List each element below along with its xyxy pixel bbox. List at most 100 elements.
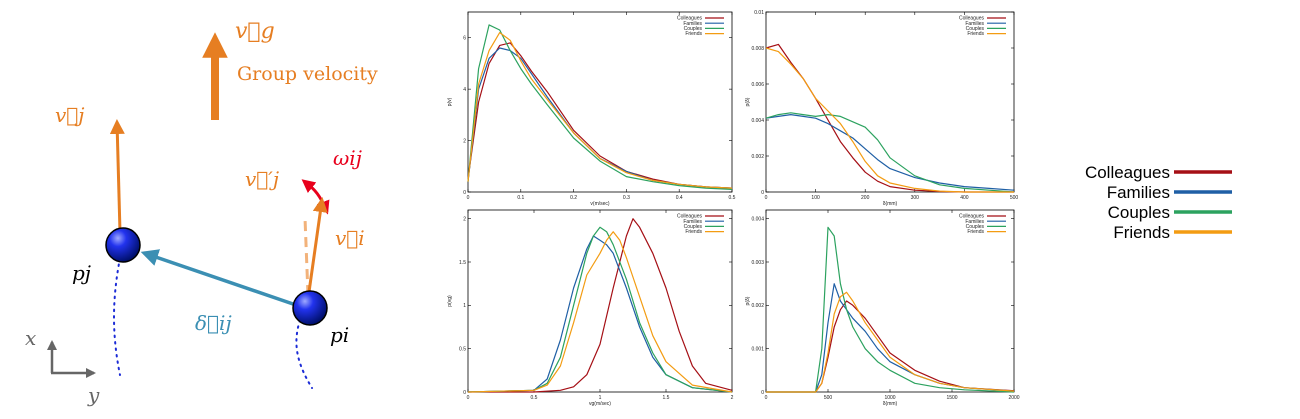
legend-entry-label: Friends bbox=[685, 229, 702, 235]
x-tick-label: 100 bbox=[811, 195, 820, 201]
legend-label-friends: Friends bbox=[1113, 223, 1170, 242]
x-tick-label: 1500 bbox=[946, 395, 957, 401]
group-velocity-symbol: v⃗g bbox=[235, 19, 275, 44]
y-tick-label: 0.002 bbox=[751, 154, 764, 160]
x-tick-label: 0.2 bbox=[570, 195, 577, 201]
legend-entry-label: Families bbox=[683, 21, 702, 27]
plot-3: 0 0.5 1 1.5 2 0 0.5 1 1.5 2 vg(m/sec) p(vg) Colleagu… bbox=[447, 209, 734, 407]
x-tick-label: 0.1 bbox=[517, 195, 524, 201]
y-tick-label: 0.01 bbox=[754, 10, 764, 16]
series-line-colleagues bbox=[467, 42, 733, 189]
x-tick-label: 1 bbox=[599, 395, 602, 401]
y-tick-label: 0.001 bbox=[751, 346, 764, 352]
x-tick-label: 0.5 bbox=[531, 395, 538, 401]
y-tick-label: 0 bbox=[761, 190, 764, 196]
y-tick-label: 4 bbox=[463, 87, 466, 93]
legend-entry-label: Families bbox=[683, 219, 702, 225]
series-line-colleagues bbox=[766, 300, 1015, 393]
x-tick-label: 0.5 bbox=[729, 195, 736, 201]
velocity-j-prime-label: v⃗′j bbox=[245, 167, 279, 191]
legend-entry-label: Friends bbox=[967, 31, 984, 37]
series-line-couples bbox=[765, 112, 1015, 193]
x-axis-label: v(m/sec) bbox=[590, 201, 610, 207]
legend-entry-label: Couples bbox=[966, 224, 985, 230]
x-tick-label: 2000 bbox=[1008, 395, 1019, 401]
plot-frame bbox=[467, 11, 733, 193]
x-tick-label: 2 bbox=[731, 395, 734, 401]
y-tick-label: 0 bbox=[463, 390, 466, 396]
agent-i-label: pi bbox=[330, 323, 349, 347]
x-tick-label: 0 bbox=[467, 195, 470, 201]
legend-entry-label: Couples bbox=[684, 224, 703, 230]
velocity-j-prime-dashed bbox=[303, 217, 310, 296]
series-line-families bbox=[467, 47, 733, 189]
x-tick-label: 0 bbox=[765, 395, 768, 401]
x-tick-label: 0.3 bbox=[623, 195, 630, 201]
legend-entry-label: Colleagues bbox=[677, 16, 703, 22]
plot-frame bbox=[765, 209, 1015, 393]
legend-label-families: Families bbox=[1107, 183, 1170, 202]
series-line-couples bbox=[766, 226, 1015, 393]
y-tick-label: 0.5 bbox=[459, 346, 466, 352]
trajectory-pi bbox=[295, 319, 313, 389]
legend-entry-label: Friends bbox=[685, 31, 702, 37]
series-line-families bbox=[766, 283, 1015, 393]
agent-j-label: pj bbox=[72, 261, 91, 285]
legend-entry-label: Colleagues bbox=[959, 16, 985, 22]
series-line-families bbox=[467, 235, 733, 393]
y-tick-label: 0.006 bbox=[751, 82, 764, 88]
plots-grid: 0 0.1 0.2 0.3 0.4 0.5 0 2 4 6 v(m/sec) p(v) Colleagu… bbox=[447, 10, 1020, 407]
velocity-i-label: v⃗i bbox=[335, 226, 365, 250]
group-velocity-label: Group velocity bbox=[237, 63, 378, 85]
y-axis-label: p(v) bbox=[447, 97, 453, 106]
legend-entry-label: Couples bbox=[966, 26, 985, 32]
x-tick-label: 500 bbox=[824, 395, 833, 401]
velocity-j-arrow bbox=[109, 119, 125, 233]
x-tick-label: 0 bbox=[467, 395, 470, 401]
y-tick-label: 0 bbox=[463, 190, 466, 196]
x-tick-label: 300 bbox=[911, 195, 920, 201]
x-tick-label: 1000 bbox=[884, 395, 895, 401]
delta-arrow bbox=[140, 249, 297, 307]
y-tick-label: 2 bbox=[463, 138, 466, 144]
legend-entry-label: Colleagues bbox=[959, 214, 985, 220]
trajectory-pj bbox=[113, 257, 121, 376]
series-line-friends bbox=[467, 231, 733, 393]
omega-label: ωij bbox=[333, 146, 362, 170]
series-line-colleagues bbox=[765, 43, 1014, 193]
y-tick-label: 0 bbox=[761, 390, 764, 396]
agent-j-ball bbox=[105, 227, 141, 263]
x-axis-label: vg(m/sec) bbox=[589, 401, 611, 407]
legend-entry-label: Families bbox=[965, 21, 984, 27]
series-line-friends bbox=[467, 31, 733, 189]
x-tick-label: 1.5 bbox=[663, 395, 670, 401]
y-tick-label: 1.5 bbox=[459, 260, 466, 266]
axis-y-label: y bbox=[87, 383, 100, 407]
x-tick-label: 400 bbox=[960, 195, 969, 201]
legend-label-colleagues: Colleagues bbox=[1085, 163, 1170, 182]
series-line-couples bbox=[467, 226, 733, 393]
y-tick-label: 2 bbox=[463, 216, 466, 222]
y-tick-label: 6 bbox=[463, 36, 466, 42]
velocity-i-arrow bbox=[307, 197, 328, 293]
plot-2: 0 100 200 300 400 500 0 0.002 0.004 0.006 0.008 0.0… bbox=[745, 10, 1018, 207]
x-tick-label: 0.4 bbox=[676, 195, 683, 201]
x-tick-label: 500 bbox=[1010, 195, 1019, 201]
velocity-j-label: v⃗j bbox=[55, 103, 85, 127]
y-tick-label: 1 bbox=[463, 303, 466, 309]
legend-entry-label: Couples bbox=[684, 26, 703, 32]
legend-entry-label: Colleagues bbox=[677, 214, 703, 220]
legend-label-couples: Couples bbox=[1108, 203, 1170, 222]
omega-arc bbox=[301, 179, 330, 215]
x-axis-label: δ(mm) bbox=[883, 201, 898, 207]
x-tick-label: 200 bbox=[861, 195, 870, 201]
series-line-friends bbox=[766, 291, 1015, 393]
plot-1: 0 0.1 0.2 0.3 0.4 0.5 0 2 4 6 v(m/sec) p(v) Colleagu… bbox=[447, 11, 736, 207]
agent-i-ball bbox=[292, 290, 328, 326]
legend-entry-label: Friends bbox=[967, 229, 984, 235]
y-tick-label: 0.004 bbox=[751, 118, 764, 124]
axis-x-label: x bbox=[25, 326, 36, 350]
interaction-diagram: v⃗g Group velocity v⃗j v⃗′j ωij v⃗i δ⃗ij… bbox=[25, 19, 378, 407]
